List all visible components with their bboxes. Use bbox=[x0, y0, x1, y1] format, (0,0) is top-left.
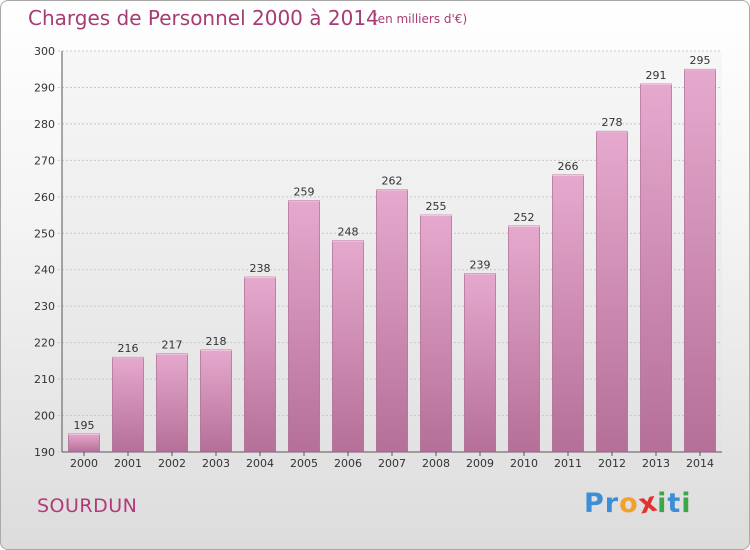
y-tick-label: 220 bbox=[34, 337, 55, 350]
x-tick-label: 2010 bbox=[510, 457, 538, 470]
data-label: 218 bbox=[206, 335, 227, 348]
x-tick-label: 2005 bbox=[290, 457, 318, 470]
x-tick-label: 2014 bbox=[686, 457, 714, 470]
x-tick-label: 2008 bbox=[422, 457, 450, 470]
data-label: 195 bbox=[74, 419, 95, 432]
bar bbox=[596, 130, 628, 453]
data-label: 217 bbox=[162, 339, 183, 352]
y-tick-label: 270 bbox=[34, 154, 55, 167]
y-tick-label: 260 bbox=[34, 191, 55, 204]
data-label: 252 bbox=[514, 211, 535, 224]
y-tick-label: 200 bbox=[34, 410, 55, 423]
bar bbox=[200, 349, 232, 453]
bar bbox=[552, 174, 584, 453]
x-tick-label: 2004 bbox=[246, 457, 274, 470]
bar bbox=[508, 225, 540, 453]
data-label: 239 bbox=[470, 258, 491, 271]
data-label: 266 bbox=[558, 160, 579, 173]
x-tick-label: 2006 bbox=[334, 457, 362, 470]
x-tick-label: 2012 bbox=[598, 457, 626, 470]
data-label: 255 bbox=[426, 200, 447, 213]
x-tick-label: 2011 bbox=[554, 457, 582, 470]
x-tick-label: 2007 bbox=[378, 457, 406, 470]
bar bbox=[112, 356, 144, 453]
bar bbox=[420, 214, 452, 453]
data-label: 291 bbox=[646, 69, 667, 82]
bar bbox=[640, 83, 672, 453]
bar bbox=[464, 273, 496, 453]
x-tick-label: 2001 bbox=[114, 457, 142, 470]
x-tick-label: 2009 bbox=[466, 457, 494, 470]
y-tick-label: 290 bbox=[34, 81, 55, 94]
x-tick-label: 2002 bbox=[158, 457, 186, 470]
y-tick-label: 210 bbox=[34, 373, 55, 386]
x-tick-label: 2003 bbox=[202, 457, 230, 470]
bar bbox=[684, 68, 716, 453]
logo-letter: r bbox=[604, 488, 620, 519]
x-tick-label: 2013 bbox=[642, 457, 670, 470]
bar bbox=[156, 353, 188, 453]
logo-letter: i bbox=[681, 488, 692, 519]
data-label: 295 bbox=[690, 54, 711, 67]
y-tick-label: 250 bbox=[34, 227, 55, 240]
y-tick-label: 190 bbox=[34, 446, 55, 459]
y-tick-label: 300 bbox=[34, 45, 55, 58]
bar bbox=[288, 200, 320, 453]
data-label: 262 bbox=[382, 175, 403, 188]
data-label: 216 bbox=[118, 342, 139, 355]
bar bbox=[332, 240, 364, 453]
data-label: 278 bbox=[602, 116, 623, 129]
y-tick-label: 280 bbox=[34, 118, 55, 131]
chart-title: Charges de Personnel 2000 à 2014 bbox=[28, 6, 379, 30]
chart-subtitle: (en milliers d'€) bbox=[373, 12, 468, 26]
data-label: 259 bbox=[294, 185, 315, 198]
place-name: SOURDUN bbox=[37, 495, 138, 517]
data-label: 238 bbox=[250, 262, 271, 275]
proxiti-logo: Proxiti bbox=[584, 486, 692, 520]
bar bbox=[376, 189, 408, 453]
bar bbox=[244, 276, 276, 453]
y-tick-label: 230 bbox=[34, 300, 55, 313]
data-label: 248 bbox=[338, 226, 359, 239]
bar bbox=[68, 433, 100, 453]
logo-letter: i bbox=[657, 488, 668, 519]
y-tick-label: 240 bbox=[34, 264, 55, 277]
logo-letter: P bbox=[584, 488, 605, 519]
logo-letter: t bbox=[667, 488, 682, 519]
logo-letter: o bbox=[619, 488, 639, 519]
x-tick-label: 2000 bbox=[70, 457, 98, 470]
